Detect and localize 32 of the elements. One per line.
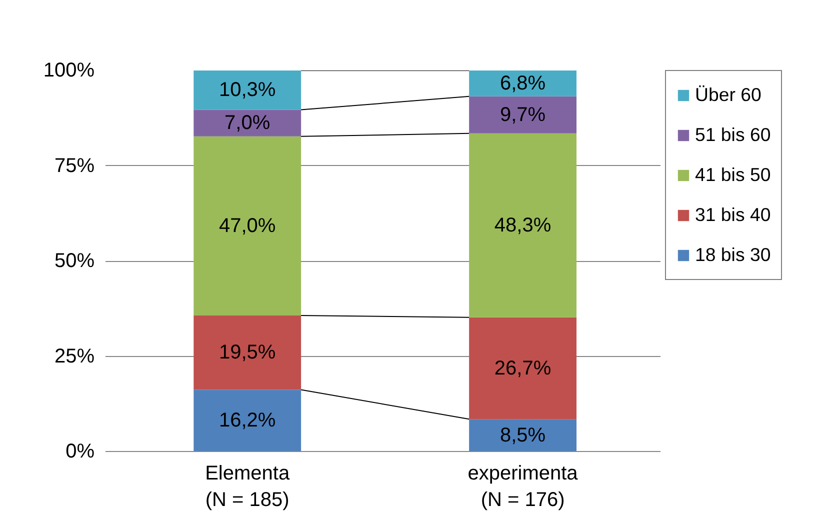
data-label: 7,0%: [224, 112, 270, 134]
data-label: 16,2%: [218, 410, 276, 432]
legend-label: 41 bis 50: [695, 163, 771, 187]
bar: [194, 315, 302, 390]
y-tick-label: 0%: [66, 440, 95, 462]
data-label: 26,7%: [494, 357, 552, 380]
legend-label: 51 bis 60: [695, 123, 771, 147]
data-label: 48,3%: [494, 214, 552, 236]
bar: [194, 136, 302, 316]
x-tick-label: Elementa (N = 185): [205, 462, 290, 511]
y-tick-label: 75%: [54, 154, 95, 177]
data-label: 19,5%: [218, 342, 276, 364]
bar: [194, 110, 302, 136]
legend-label: 31 bis 40: [695, 203, 771, 227]
data-label: 6,8%: [500, 72, 546, 94]
data-label: 8,5%: [500, 424, 546, 446]
bar: [469, 70, 576, 96]
bar: [469, 317, 576, 420]
bar: [194, 390, 302, 452]
y-tick-label: 100%: [43, 60, 95, 82]
bar: [469, 96, 576, 134]
bar: [469, 419, 576, 452]
bar: [469, 133, 576, 318]
bar: [194, 70, 302, 110]
legend-label: 18 bis 30: [695, 243, 771, 267]
x-tick-label: experimenta (N = 176): [468, 462, 579, 511]
y-tick-label: 25%: [54, 345, 95, 368]
data-label: 47,0%: [218, 214, 276, 237]
data-label: 10,3%: [218, 79, 276, 102]
legend-label: Über 60: [695, 83, 762, 107]
y-tick-label: 50%: [54, 250, 95, 272]
data-label: 9,7%: [500, 104, 546, 126]
